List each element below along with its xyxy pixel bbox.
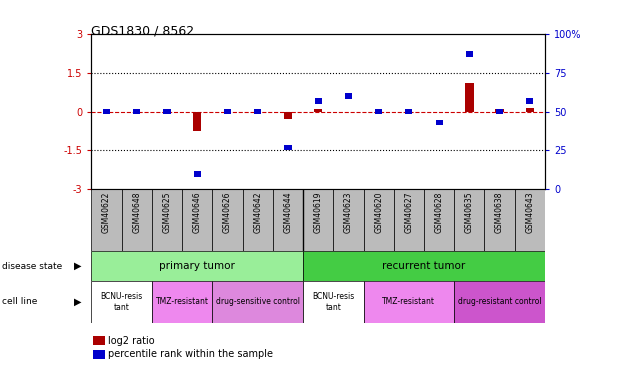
Bar — [525, 108, 534, 112]
Bar — [495, 109, 504, 112]
Bar — [484, 189, 515, 251]
Text: log2 ratio: log2 ratio — [108, 336, 154, 345]
Bar — [284, 144, 292, 150]
Text: GSM40635: GSM40635 — [465, 191, 474, 233]
Text: GSM40622: GSM40622 — [102, 191, 111, 232]
Bar — [243, 189, 273, 251]
Bar — [163, 109, 171, 114]
Text: GSM40638: GSM40638 — [495, 191, 504, 233]
Bar — [212, 281, 303, 322]
Text: GSM40646: GSM40646 — [193, 191, 202, 233]
Bar — [273, 189, 303, 251]
Text: GSM40620: GSM40620 — [374, 191, 383, 233]
Bar — [496, 109, 503, 114]
Bar — [284, 112, 292, 119]
Bar — [182, 189, 212, 251]
Text: GSM40644: GSM40644 — [284, 191, 292, 233]
Text: disease state: disease state — [2, 262, 62, 271]
Bar — [424, 189, 454, 251]
Bar — [465, 83, 474, 112]
Text: GSM40619: GSM40619 — [314, 191, 323, 233]
Text: TMZ-resistant: TMZ-resistant — [156, 297, 209, 306]
Bar — [224, 109, 231, 114]
Bar — [212, 189, 243, 251]
Bar — [333, 189, 364, 251]
Bar — [193, 112, 202, 131]
Text: ▶: ▶ — [74, 261, 82, 271]
Bar — [454, 189, 484, 251]
Bar — [345, 93, 352, 99]
Text: GSM40648: GSM40648 — [132, 191, 141, 233]
Text: drug-resistant control: drug-resistant control — [458, 297, 541, 306]
Bar — [303, 189, 333, 251]
Bar — [91, 251, 303, 281]
Bar — [91, 281, 152, 322]
Text: GSM40623: GSM40623 — [344, 191, 353, 233]
Text: BCNU-resis
tant: BCNU-resis tant — [100, 292, 143, 312]
Text: GSM40628: GSM40628 — [435, 191, 444, 232]
Text: GSM40643: GSM40643 — [525, 191, 534, 233]
Text: GSM40626: GSM40626 — [223, 191, 232, 233]
Text: GSM40627: GSM40627 — [404, 191, 413, 233]
Bar — [254, 109, 261, 114]
Bar — [375, 109, 382, 114]
Text: TMZ-resistant: TMZ-resistant — [382, 297, 435, 306]
Text: GSM40625: GSM40625 — [163, 191, 171, 233]
Bar — [526, 98, 534, 104]
Bar — [454, 281, 545, 322]
Bar — [91, 189, 122, 251]
Bar — [314, 109, 323, 112]
Bar — [435, 120, 443, 125]
Bar — [152, 281, 212, 322]
Bar — [193, 171, 201, 177]
Text: percentile rank within the sample: percentile rank within the sample — [108, 350, 273, 359]
Text: recurrent tumor: recurrent tumor — [382, 261, 466, 271]
Text: primary tumor: primary tumor — [159, 261, 235, 271]
Bar — [122, 189, 152, 251]
Text: GSM40642: GSM40642 — [253, 191, 262, 233]
Bar — [303, 281, 364, 322]
Text: BCNU-resis
tant: BCNU-resis tant — [312, 292, 355, 312]
Bar — [103, 109, 110, 114]
Bar — [364, 189, 394, 251]
Text: drug-sensitive control: drug-sensitive control — [215, 297, 300, 306]
Bar — [405, 109, 413, 114]
Bar — [303, 251, 545, 281]
Text: ▶: ▶ — [74, 297, 82, 307]
Bar — [314, 98, 322, 104]
Bar — [364, 281, 454, 322]
Bar — [515, 189, 545, 251]
Bar — [152, 189, 182, 251]
Bar — [394, 189, 424, 251]
Bar — [466, 51, 473, 57]
Bar — [404, 112, 413, 113]
Bar — [133, 109, 140, 114]
Text: cell line: cell line — [2, 297, 37, 306]
Text: GDS1830 / 8562: GDS1830 / 8562 — [91, 24, 195, 38]
